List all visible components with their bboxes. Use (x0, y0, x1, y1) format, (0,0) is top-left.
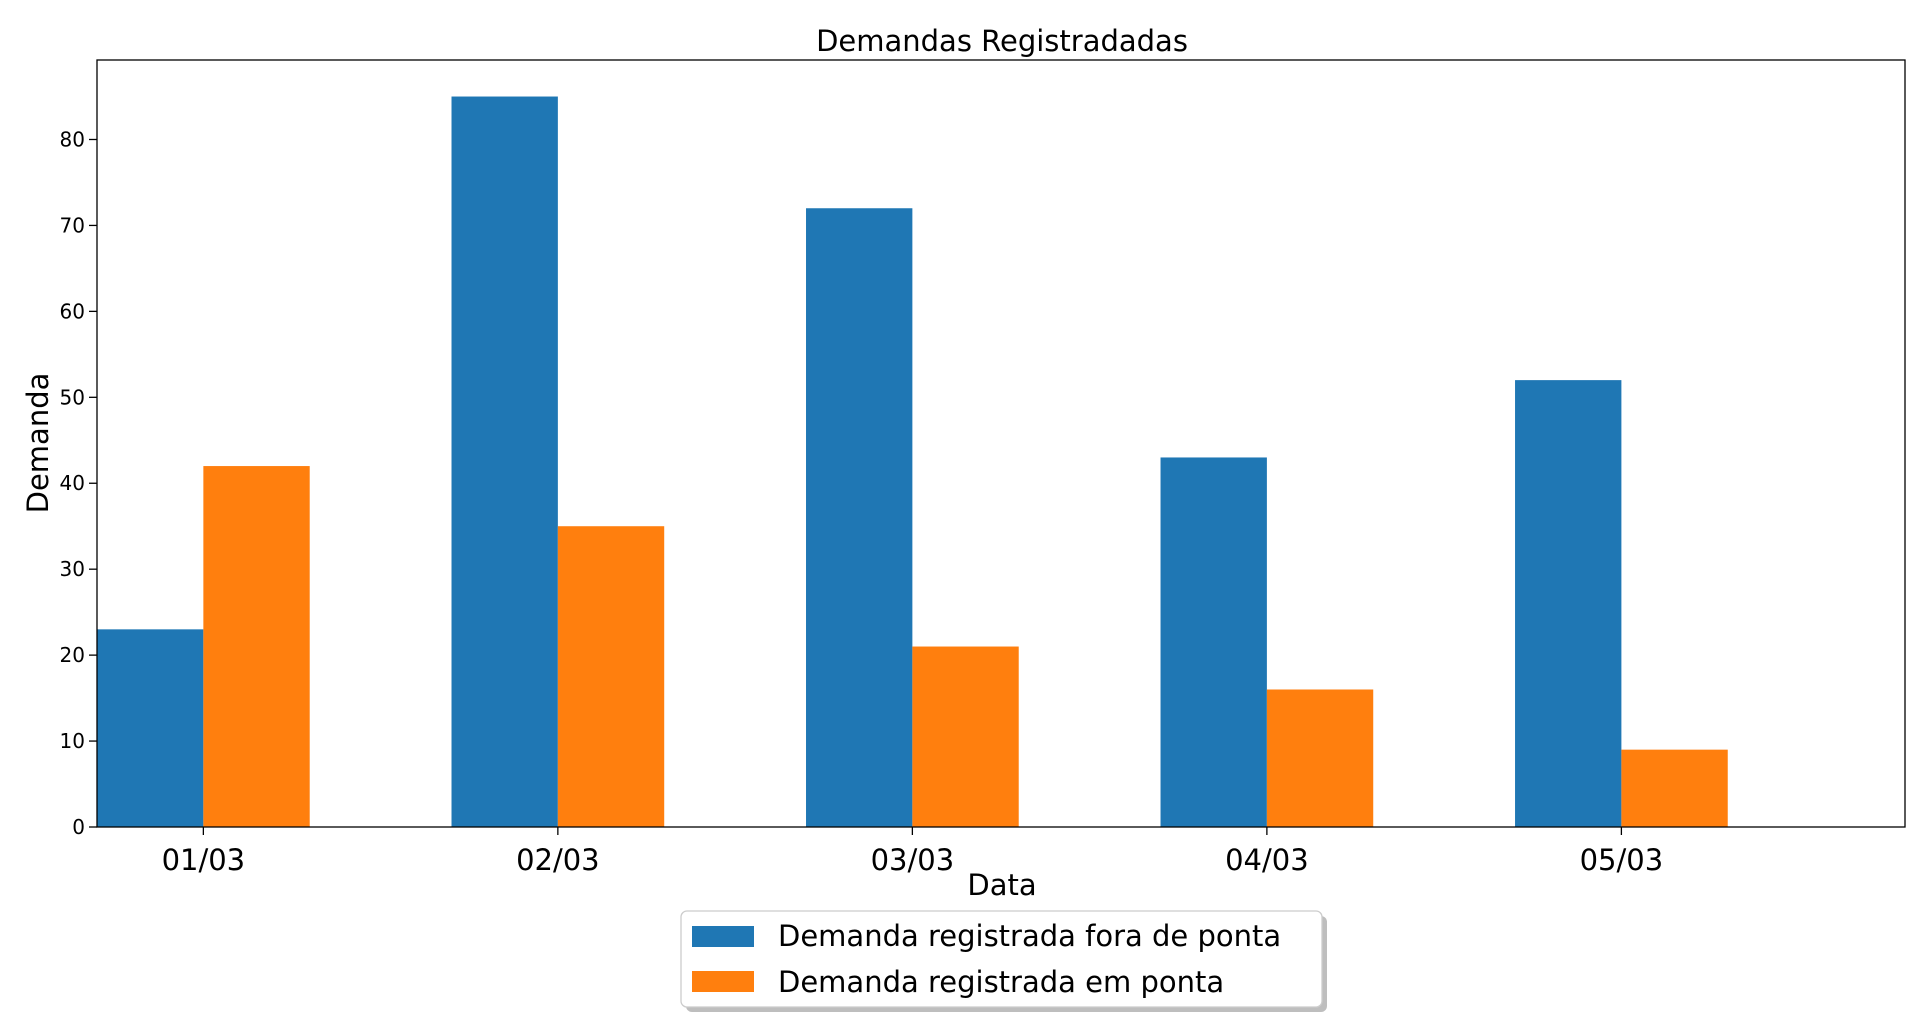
legend-swatch-em-ponta (692, 971, 754, 992)
bar-fora-de-ponta-01-03 (97, 629, 204, 827)
x-tick-label: 02/03 (516, 843, 600, 877)
x-tick-label: 03/03 (871, 843, 955, 877)
bar-em-ponta-05-03 (1621, 749, 1728, 827)
chart-title: Demandas Registradadas (816, 24, 1188, 58)
bars (97, 96, 1728, 828)
legend-swatch-fora-de-ponta (692, 926, 754, 947)
legend-label-em-ponta: Demanda registrada em ponta (778, 965, 1224, 999)
bar-fora-de-ponta-03-03 (806, 208, 913, 827)
bar-em-ponta-02-03 (557, 526, 665, 827)
x-axis-label: Data (967, 868, 1036, 902)
y-axis-label: Demanda (21, 373, 55, 514)
y-tick-label: 80 (60, 127, 85, 151)
y-tick-label: 30 (60, 557, 85, 581)
legend-box (680, 910, 1323, 1008)
bar-em-ponta-01-03 (203, 466, 310, 827)
bar-em-ponta-03-03 (912, 646, 1019, 827)
plot-frame (96, 59, 1906, 828)
y-tick-label: 0 (72, 815, 85, 839)
y-tick-label: 20 (60, 643, 85, 667)
y-axis-ticks: 0 10 20 30 40 50 60 70 80 (60, 127, 97, 839)
x-tick-label: 05/03 (1580, 843, 1664, 877)
y-tick-label: 70 (60, 213, 85, 237)
x-axis-ticks: 01/03 02/03 03/03 04/03 05/03 (162, 827, 1664, 877)
y-tick-label: 40 (60, 471, 85, 495)
bar-fora-de-ponta-04-03 (1160, 457, 1267, 827)
x-tick-label: 04/03 (1225, 843, 1309, 877)
y-tick-label: 10 (60, 729, 85, 753)
x-tick-label: 01/03 (162, 843, 246, 877)
y-tick-label: 60 (60, 299, 85, 323)
bar-fora-de-ponta-02-03 (451, 96, 558, 828)
legend: Demanda registrada fora de ponta Demanda… (680, 910, 1327, 1012)
legend-label-fora-de-ponta: Demanda registrada fora de ponta (778, 919, 1281, 953)
y-tick-label: 50 (60, 385, 85, 409)
bar-em-ponta-04-03 (1266, 689, 1374, 827)
bar-fora-de-ponta-05-03 (1515, 380, 1622, 827)
